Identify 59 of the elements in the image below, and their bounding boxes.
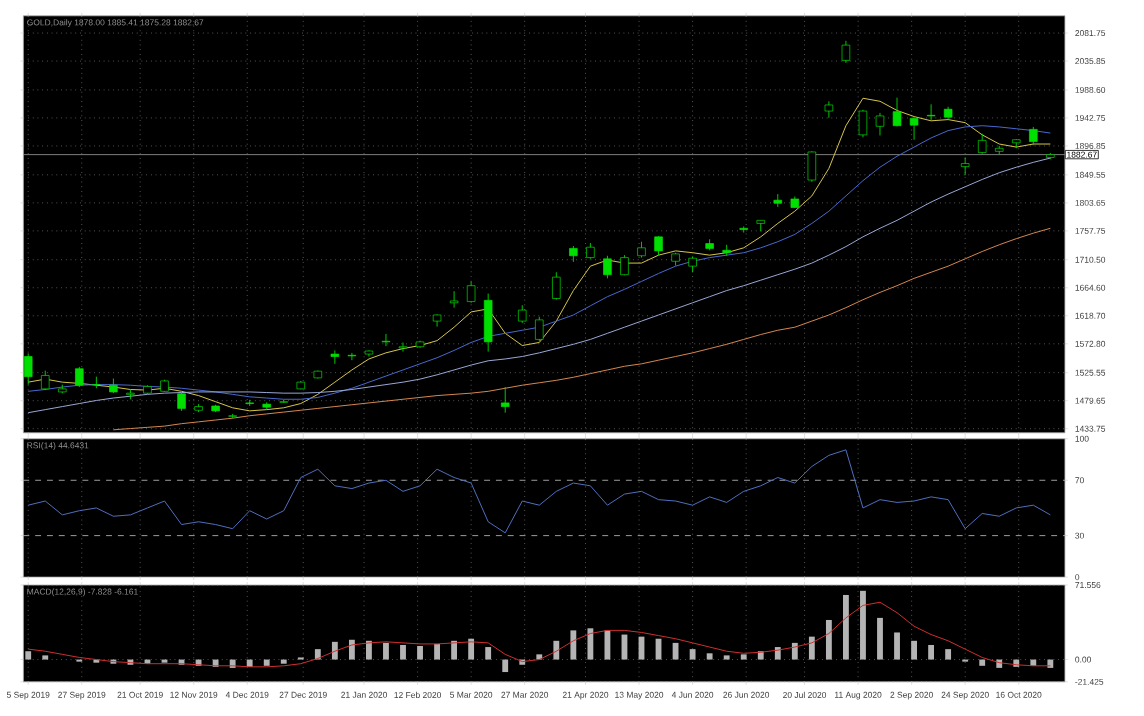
candlestick: [75, 366, 84, 388]
candlestick: [909, 116, 919, 141]
bar: [877, 618, 883, 660]
bar: [417, 646, 423, 660]
candlestick: [739, 226, 748, 234]
bar: [860, 591, 866, 660]
candlestick: [858, 109, 868, 139]
bar: [911, 641, 917, 660]
bar: [383, 643, 389, 660]
candlestick: [330, 350, 340, 365]
candlestick: [824, 101, 834, 119]
bar: [400, 645, 406, 660]
bar: [928, 645, 935, 660]
candlestick: [500, 386, 510, 414]
candlestick: [1029, 126, 1038, 146]
bar: [468, 638, 475, 660]
candlestick: [432, 314, 442, 328]
bar: [791, 643, 798, 660]
candlestick: [535, 316, 544, 342]
bar: [825, 620, 832, 660]
bar: [979, 659, 986, 667]
candlestick: [603, 255, 612, 280]
bar: [366, 641, 372, 660]
candlestick: [841, 40, 851, 64]
bar: [570, 630, 577, 660]
bar: [945, 649, 952, 660]
bar: [706, 653, 713, 660]
bar: [348, 640, 355, 660]
bar: [1047, 659, 1054, 669]
bar: [587, 628, 594, 660]
bar: [553, 641, 560, 660]
candlestick: [466, 281, 476, 304]
candlestick: [381, 333, 391, 347]
candlestick: [483, 293, 493, 353]
candlestick: [892, 97, 902, 128]
bar: [434, 644, 440, 660]
bar: [894, 632, 900, 660]
bar: [843, 595, 849, 660]
bar: [808, 636, 815, 660]
candlestick: [926, 104, 936, 121]
candlestick: [654, 236, 663, 256]
candlestick: [347, 352, 357, 361]
candlestick: [552, 272, 561, 301]
bar: [502, 659, 509, 673]
bar: [331, 642, 338, 660]
line-series: [112, 228, 1051, 431]
bar: [451, 641, 458, 660]
candlestick: [177, 391, 186, 412]
line-series: [27, 449, 1051, 534]
bar: [485, 647, 492, 660]
bar: [740, 654, 747, 660]
candlestick: [977, 133, 987, 155]
candlestick: [875, 112, 885, 137]
bar: [263, 659, 270, 667]
bar: [689, 649, 696, 660]
candlestick: [807, 151, 817, 183]
candlestick: [449, 290, 459, 309]
candlestick: [23, 353, 33, 386]
candlestick: [398, 342, 408, 353]
